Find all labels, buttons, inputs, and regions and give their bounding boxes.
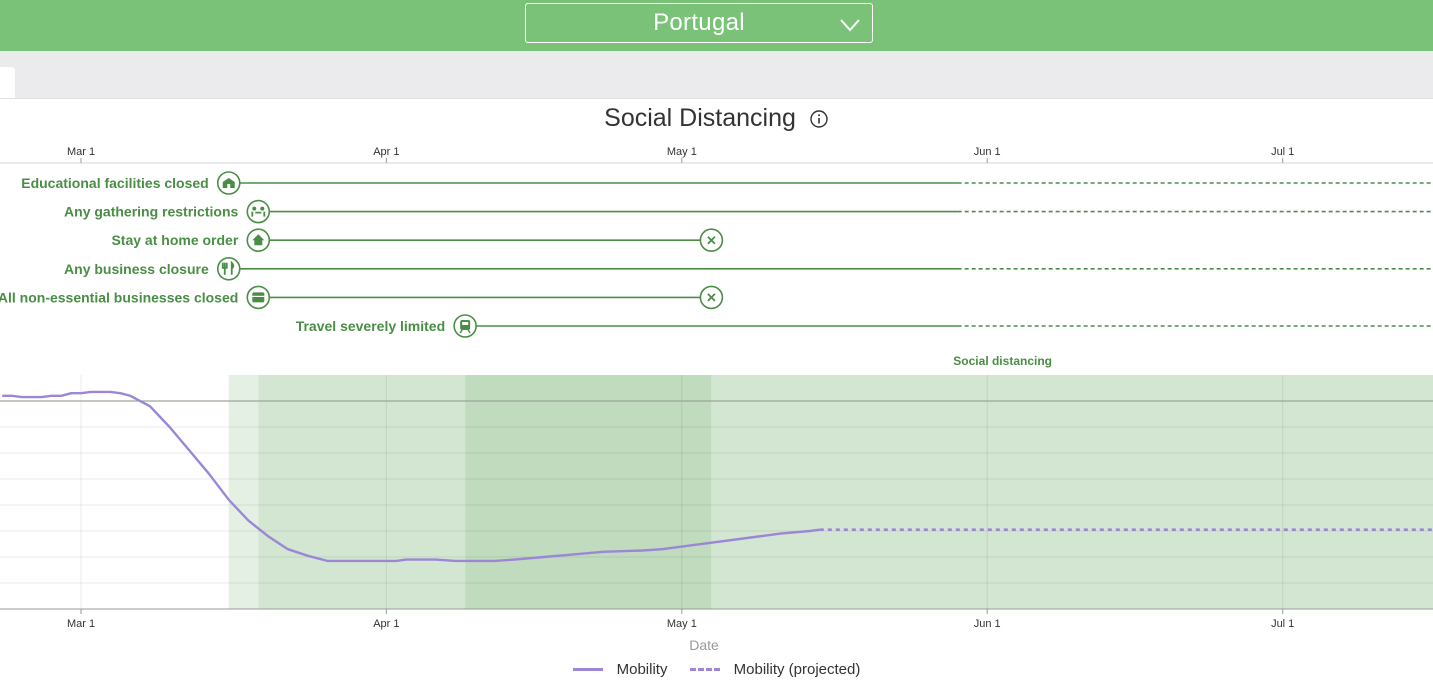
gathering-icon <box>246 199 271 224</box>
close-cross <box>707 236 716 245</box>
mandate-label: All non-essential businesses closed <box>0 289 238 305</box>
top-axis-tick-label: Mar 1 <box>67 146 95 158</box>
mandate-row[interactable]: Stay at home order <box>111 228 724 252</box>
top-axis-tick-label: Apr 1 <box>373 146 399 158</box>
train-icon <box>453 314 477 338</box>
mandate-row[interactable]: Educational facilities closed <box>21 171 1433 195</box>
top-axis-tick-label: Jul 1 <box>1271 146 1294 158</box>
close-cross <box>707 293 716 302</box>
country-dropdown-label: Portugal <box>653 9 745 36</box>
bottom-axis-tick-label: Jul 1 <box>1271 618 1294 630</box>
legend-swatch-mobility-projected <box>689 667 720 671</box>
chart-legend: Mobility Mobility (projected) <box>0 661 1433 678</box>
school-shape <box>222 178 235 188</box>
social-distancing-chart: Mar 1 Apr 1 May 1 Jun 1 Jul 1 Educational fac… <box>0 146 1433 653</box>
mandate-label: Educational facilities closed <box>21 175 209 191</box>
legend-label-mobility: Mobility <box>616 661 668 678</box>
top-axis-tick-label: Jun 1 <box>974 146 1001 158</box>
close-circle-icon <box>699 285 724 310</box>
info-icon[interactable] <box>809 109 829 129</box>
legend-swatch-mobility <box>572 667 603 671</box>
mandate-row[interactable]: Travel severely limited <box>296 314 1433 338</box>
mandate-row[interactable]: Any business closure <box>64 256 1433 281</box>
page-title-text: Social Distancing <box>604 104 796 132</box>
bottom-axis-tick-label: Mar 1 <box>67 618 95 630</box>
home-shape <box>252 234 265 246</box>
legend-item-mobility[interactable]: Mobility <box>572 661 668 678</box>
mandate-label: Any gathering restrictions <box>64 204 238 220</box>
x-axis-title: Date <box>689 637 719 653</box>
tab-strip <box>0 51 1433 99</box>
top-axis-tick-label: May 1 <box>667 146 697 158</box>
person-a <box>252 206 257 211</box>
band-ongoing <box>711 375 1433 609</box>
bottom-axis-tick-label: Apr 1 <box>373 618 399 630</box>
page-title: Social Distancing <box>0 104 1433 133</box>
country-dropdown[interactable]: Portugal <box>525 3 873 43</box>
restaurant-icon <box>216 256 241 281</box>
mandate-icon-circle <box>246 199 271 224</box>
school-icon <box>216 171 241 195</box>
store-shape <box>252 292 265 303</box>
mandate-row[interactable]: Any gathering restrictions <box>64 199 1433 224</box>
mandate-label: Travel severely limited <box>296 318 445 334</box>
mandate-icon-circle <box>216 256 241 281</box>
people-bodies <box>251 211 266 217</box>
band-label: Social distancing <box>953 354 1052 368</box>
store-icon <box>246 285 271 310</box>
close-circle-icon <box>699 228 724 252</box>
tab-edge <box>0 67 15 98</box>
home-icon <box>246 228 271 252</box>
band-strict <box>465 375 712 609</box>
mandate-row[interactable]: All non-essential businesses closed <box>0 285 724 310</box>
person-b <box>260 206 265 211</box>
mobility-line <box>2 390 820 563</box>
legend-label-mobility-projected: Mobility (projected) <box>733 661 861 678</box>
legend-item-mobility-projected[interactable]: Mobility (projected) <box>689 661 861 678</box>
train-window <box>462 322 469 325</box>
fork-knife-shape <box>221 260 235 275</box>
mandate-label: Any business closure <box>64 261 209 277</box>
band-early <box>228 375 259 609</box>
band-partial <box>258 375 466 609</box>
school-door <box>227 184 231 188</box>
top-bar: Portugal <box>0 0 1433 51</box>
mandate-label: Stay at home order <box>111 232 238 248</box>
train-legs <box>459 329 471 334</box>
chevron-down-icon <box>840 19 860 32</box>
bottom-axis-tick-label: May 1 <box>667 618 697 630</box>
bottom-axis-tick-label: Jun 1 <box>974 618 1001 630</box>
